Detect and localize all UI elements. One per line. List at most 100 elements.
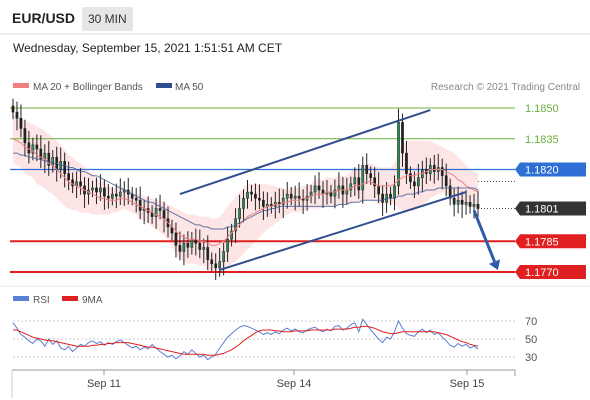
ma50-line (13, 152, 479, 230)
candle (230, 223, 233, 247)
candle (214, 253, 218, 280)
last-price-tag: 1.1801 (515, 201, 586, 216)
candle (19, 104, 23, 138)
candle (186, 231, 190, 258)
candle (95, 177, 98, 205)
level-tag-1.1770: 1.1770 (515, 265, 586, 279)
candle (258, 184, 261, 210)
candle (468, 195, 472, 214)
candle (401, 113, 404, 167)
9ma-legend-swatch (62, 296, 78, 301)
candle (63, 152, 67, 188)
legend-top: MA 20 + Bollinger Bands MA 50 Research ©… (13, 82, 580, 93)
channel-line-lower (219, 191, 467, 271)
level-label-1.1850: 1.1850 (525, 103, 559, 115)
candle (11, 98, 15, 120)
candle (178, 231, 182, 261)
candle (210, 252, 214, 271)
candle (79, 168, 82, 195)
candle (250, 184, 253, 202)
candle (297, 182, 301, 208)
candle (281, 189, 285, 219)
candle (444, 163, 448, 197)
ma20-legend-swatch (13, 83, 29, 88)
candle (118, 178, 122, 205)
9ma-legend-label: 9MA (82, 295, 103, 306)
credit-label: Research © 2021 Trading Central (431, 82, 580, 93)
candle (448, 178, 452, 206)
candle (226, 227, 229, 262)
candle (373, 167, 377, 198)
level-label-1.1785: 1.1785 (525, 236, 559, 248)
candle (47, 141, 51, 176)
ma20-line (12, 138, 479, 246)
ma50-legend-label: MA 50 (175, 82, 204, 93)
candle (464, 190, 468, 215)
rsi-tick-50: 50 (525, 334, 537, 346)
candle (365, 153, 369, 185)
candle (361, 156, 365, 204)
legend-bottom: RSI 9MA (13, 295, 103, 306)
forecast-arrow (472, 209, 501, 270)
candle (23, 119, 27, 157)
candle (174, 222, 178, 258)
candle (254, 183, 257, 211)
channel-line-upper (179, 109, 431, 196)
candle (182, 234, 186, 266)
candle (218, 248, 222, 277)
x-tick-label: Sep 14 (277, 378, 312, 390)
x-tick-label: Sep 15 (450, 378, 485, 390)
candle (15, 101, 19, 131)
last-price-label: 1.1801 (525, 203, 559, 215)
level-label-1.1835: 1.1835 (525, 134, 559, 146)
candle (242, 189, 245, 223)
candle (198, 229, 202, 259)
symbol-label: EUR/USD (12, 10, 76, 26)
candle (114, 183, 118, 209)
level-tag-1.1785: 1.1785 (515, 234, 586, 249)
candle (238, 194, 241, 228)
ma50-legend-swatch (156, 83, 172, 88)
candle (409, 166, 412, 189)
rsi-tick-30: 30 (525, 352, 537, 364)
candle (202, 238, 206, 264)
rsi-series-RSI (12, 318, 479, 361)
candle (154, 197, 158, 229)
candle (353, 167, 357, 196)
candle (107, 184, 110, 209)
candle (289, 186, 293, 206)
candle (222, 242, 225, 276)
level-label-1.1820: 1.1820 (525, 165, 559, 177)
candle (134, 187, 138, 213)
level-tag-1.1820: 1.1820 (515, 162, 586, 177)
candle (417, 163, 420, 195)
candle (262, 191, 265, 221)
rsi-tick-70: 70 (525, 316, 537, 328)
candle (313, 175, 317, 205)
candle (67, 161, 70, 191)
candle (35, 134, 39, 162)
candle (405, 141, 408, 185)
candle (246, 179, 249, 209)
timeframe-badge[interactable]: 30 MIN (82, 7, 133, 31)
candle (452, 187, 456, 217)
ma20-legend-label: MA 20 + Bollinger Bands (33, 82, 143, 93)
candle (440, 158, 444, 190)
candle (206, 235, 210, 271)
level-label-1.1770: 1.1770 (525, 267, 559, 279)
candle (333, 179, 337, 209)
candle (460, 191, 464, 219)
x-tick-label: Sep 11 (87, 378, 121, 390)
rsi-legend-label: RSI (33, 295, 50, 306)
rsi-series-9MA (13, 325, 479, 356)
candle (103, 179, 106, 210)
datetime-label: Wednesday, September 15, 2021 1:51:51 AM… (13, 41, 283, 55)
candle (476, 190, 480, 218)
bollinger-band (13, 114, 478, 272)
candle (111, 186, 114, 206)
candle (99, 174, 102, 201)
candle (31, 137, 35, 161)
candle (285, 182, 289, 209)
candle (158, 194, 162, 220)
